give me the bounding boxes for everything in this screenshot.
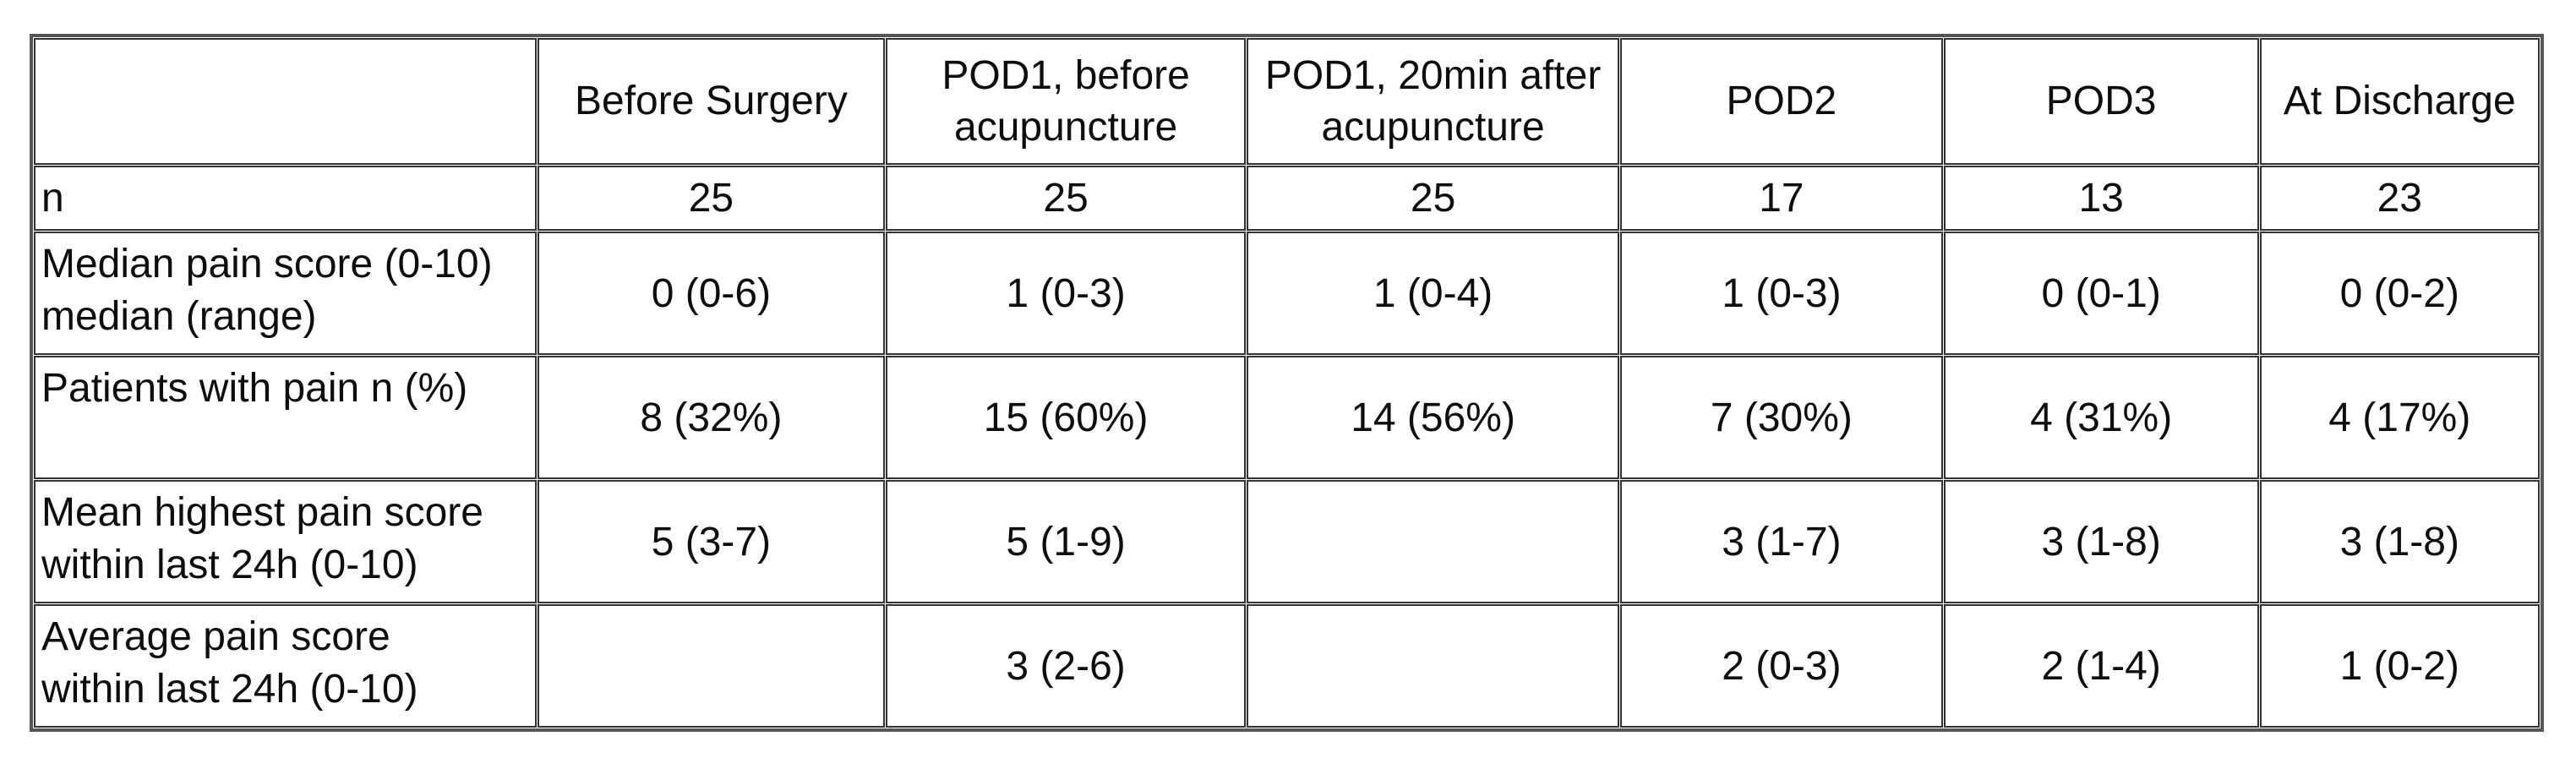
data-cell: 25 [1247, 166, 1620, 232]
data-cell: 15 (60%) [886, 356, 1247, 480]
row-label-mean-highest-pain: Mean highest pain score within last 24h … [34, 480, 537, 604]
table-row-average-pain: Average pain score within last 24h (0-10… [34, 604, 2540, 728]
data-cell: 3 (1-8) [1943, 480, 2259, 604]
data-cell: 25 [537, 166, 886, 232]
table-row-n: n 25 25 25 17 13 23 [34, 166, 2540, 232]
data-cell: 0 (0-2) [2259, 232, 2540, 356]
data-cell: 7 (30%) [1620, 356, 1943, 480]
row-label-median-pain-score: Median pain score (0-10) median (range) [34, 232, 537, 356]
row-label-average-pain: Average pain score within last 24h (0-10… [34, 604, 537, 728]
row-label-patients-with-pain: Patients with pain n (%) [34, 356, 537, 480]
pain-outcomes-table: Before Surgery POD1, before acupuncture … [30, 34, 2544, 733]
data-cell: 25 [886, 166, 1247, 232]
data-cell: 0 (0-6) [537, 232, 886, 356]
data-cell: 3 (2-6) [886, 604, 1247, 728]
data-cell: 2 (1-4) [1943, 604, 2259, 728]
data-cell: 13 [1943, 166, 2259, 232]
data-cell: 14 (56%) [1247, 356, 1620, 480]
data-cell: 0 (0-1) [1943, 232, 2259, 356]
header-row: Before Surgery POD1, before acupuncture … [34, 38, 2540, 165]
row-label-n: n [34, 166, 537, 232]
header-cell-empty [34, 38, 537, 165]
header-cell-pod1-after: POD1, 20min after acupuncture [1247, 38, 1620, 165]
header-cell-pod1-before: POD1, before acupuncture [886, 38, 1247, 165]
data-cell: 4 (31%) [1943, 356, 2259, 480]
data-cell: 23 [2259, 166, 2540, 232]
data-cell: 5 (1-9) [886, 480, 1247, 604]
header-cell-pod3: POD3 [1943, 38, 2259, 165]
table-row-median-pain-score: Median pain score (0-10) median (range) … [34, 232, 2540, 356]
data-cell: 1 (0-2) [2259, 604, 2540, 728]
data-cell: 17 [1620, 166, 1943, 232]
data-cell: 1 (0-4) [1247, 232, 1620, 356]
data-cell: 5 (3-7) [537, 480, 886, 604]
data-cell: 3 (1-8) [2259, 480, 2540, 604]
data-cell: 4 (17%) [2259, 356, 2540, 480]
header-cell-pod2: POD2 [1620, 38, 1943, 165]
data-cell: 1 (0-3) [1620, 232, 1943, 356]
data-cell: 1 (0-3) [886, 232, 1247, 356]
data-cell [1247, 480, 1620, 604]
data-cell [1247, 604, 1620, 728]
data-cell: 2 (0-3) [1620, 604, 1943, 728]
data-cell [537, 604, 886, 728]
table-row-mean-highest-pain: Mean highest pain score within last 24h … [34, 480, 2540, 604]
header-cell-before-surgery: Before Surgery [537, 38, 886, 165]
data-cell: 3 (1-7) [1620, 480, 1943, 604]
data-cell: 8 (32%) [537, 356, 886, 480]
table-row-patients-with-pain: Patients with pain n (%) 8 (32%) 15 (60%… [34, 356, 2540, 480]
header-cell-at-discharge: At Discharge [2259, 38, 2540, 165]
